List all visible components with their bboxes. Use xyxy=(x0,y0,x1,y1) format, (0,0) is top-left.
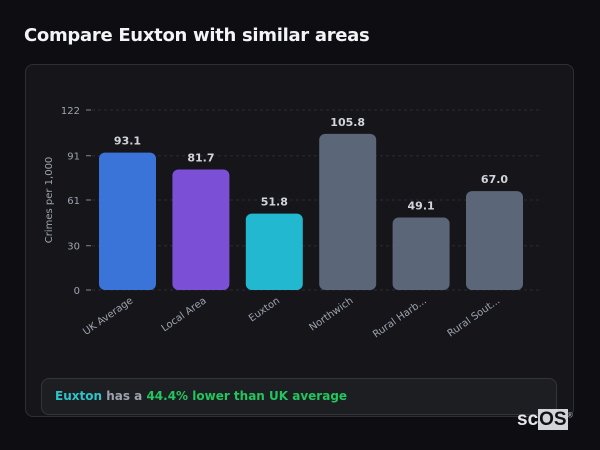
y-tick-label: 91 xyxy=(67,152,80,163)
y-tick-label: 30 xyxy=(67,242,80,253)
bar xyxy=(319,133,377,290)
summary-highlight: 44.4% lower than UK average xyxy=(146,389,348,403)
summary-area: Euxton xyxy=(55,389,103,403)
y-tick-label: 122 xyxy=(61,106,80,117)
summary-text: has a xyxy=(102,389,147,403)
bar-value-label: 105.8 xyxy=(330,116,365,129)
x-tick-label: Rural Harb... xyxy=(371,295,429,340)
y-tick-label: 61 xyxy=(67,196,80,207)
page-title: Compare Euxton with similar areas xyxy=(24,25,370,46)
y-axis-label: Crimes per 1,000 xyxy=(44,157,55,244)
bar xyxy=(99,152,156,290)
bar-value-label: 49.1 xyxy=(408,200,435,213)
x-tick-label: Northwich xyxy=(308,295,356,333)
bar xyxy=(245,213,303,290)
bar-value-label: 93.1 xyxy=(114,135,141,148)
summary-box: Euxton has a 44.4% lower than UK average xyxy=(41,378,557,415)
bar-value-label: 51.8 xyxy=(261,196,288,209)
y-tick-label: 0 xyxy=(74,286,80,297)
x-tick-label: Local Area xyxy=(160,295,209,334)
bar-value-label: 81.7 xyxy=(187,151,214,164)
bar xyxy=(392,217,450,290)
watermark-logo: scOS® xyxy=(517,409,573,430)
bar xyxy=(172,169,230,290)
x-tick-label: UK Average xyxy=(81,295,135,337)
bar xyxy=(466,191,523,290)
x-tick-label: Rural Sout... xyxy=(446,295,503,339)
bar-value-label: 67.0 xyxy=(481,173,508,186)
x-tick-label: Euxton xyxy=(247,295,282,324)
